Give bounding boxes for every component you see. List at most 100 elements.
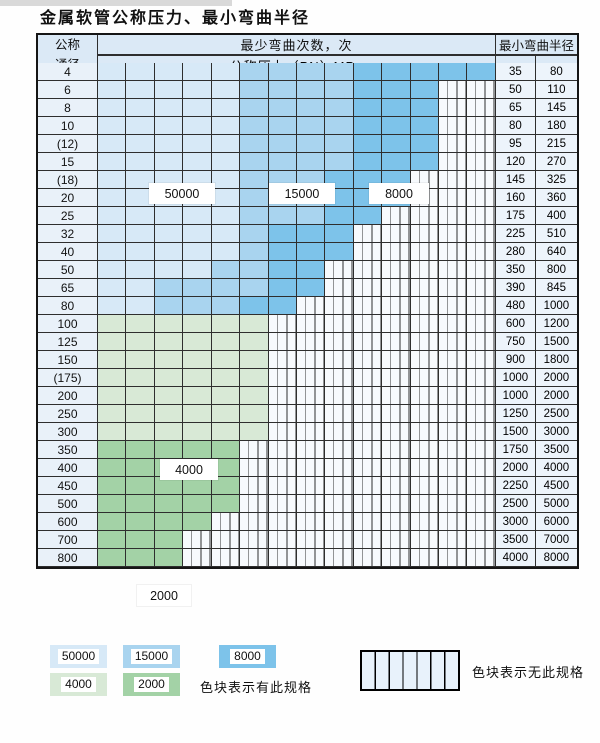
dynamic-radius-cell: 360 [535, 189, 577, 207]
pressure-cell [353, 549, 383, 567]
pressure-cell [268, 117, 297, 135]
pressure-cell [325, 459, 354, 477]
pressure-cell [410, 261, 440, 279]
dynamic-radius-cell: 4500 [535, 477, 577, 495]
dn-cell: (18) [38, 171, 98, 189]
legend-absent-text: 色块表示无此规格 [472, 665, 585, 680]
pressure-cell [183, 333, 212, 351]
pressure-cell [98, 189, 127, 207]
table-row: 300 1500 3000 [38, 423, 577, 441]
pressure-cell [240, 477, 269, 495]
table-row: 32 225 510 [38, 225, 577, 243]
pressure-cell [154, 297, 184, 315]
pressure-cell [126, 405, 155, 423]
pressure-cell [183, 117, 212, 135]
pressure-cell [154, 117, 184, 135]
pressure-cell [467, 423, 496, 441]
pressure-cell [353, 513, 383, 531]
pressure-cell [467, 261, 496, 279]
pressure-cell [296, 243, 326, 261]
pressure-cell [439, 63, 468, 81]
pressure-cell [126, 531, 155, 549]
pressure-cell [98, 171, 127, 189]
pressure-cell [154, 261, 184, 279]
static-radius-cell: 2000 [495, 459, 536, 477]
pressure-cell [126, 207, 155, 225]
pressure-cell [467, 207, 496, 225]
legend-swatch-label: 4000 [61, 677, 96, 692]
pressure-cell [382, 423, 411, 441]
pressure-cell [211, 351, 241, 369]
pressure-cell [98, 279, 127, 297]
table-row: 4 35 80 [38, 63, 577, 81]
pressure-cell [382, 81, 411, 99]
pressure-cell [382, 369, 411, 387]
legend-swatch: 4000 [50, 673, 107, 696]
pressure-cell [240, 423, 269, 441]
pressure-cell [183, 495, 212, 513]
dynamic-radius-cell: 1500 [535, 333, 577, 351]
legend-swatch-label: 50000 [57, 649, 100, 664]
table-row: 600 3000 6000 [38, 513, 577, 531]
legend-no-spec-swatch [360, 650, 460, 691]
pressure-cell [439, 117, 468, 135]
pressure-cell [268, 513, 297, 531]
pressure-cell [154, 423, 184, 441]
legend-swatch-label: 2000 [134, 677, 169, 692]
pressure-cell [268, 459, 297, 477]
pressure-cell [211, 333, 241, 351]
dynamic-radius-cell: 5000 [535, 495, 577, 513]
pressure-cell [410, 441, 440, 459]
static-radius-cell: 35 [495, 63, 536, 81]
pressure-cell [382, 297, 411, 315]
pressure-cell [353, 387, 383, 405]
pressure-cell [240, 531, 269, 549]
pressure-cell [325, 405, 354, 423]
pressure-cell [382, 459, 411, 477]
dn-header-line: 公称 [54, 38, 80, 52]
pressure-cell [183, 243, 212, 261]
dn-cell: 150 [38, 351, 98, 369]
pressure-cell [154, 135, 184, 153]
dynamic-radius-cell: 180 [535, 117, 577, 135]
pressure-cell [382, 351, 411, 369]
dynamic-radius-cell: 2500 [535, 405, 577, 423]
pressure-cell [98, 369, 127, 387]
pressure-cell [211, 117, 241, 135]
pressure-cell [268, 477, 297, 495]
pressure-cell [240, 63, 269, 81]
pressure-cell [410, 423, 440, 441]
pressure-cell [410, 207, 440, 225]
table-row: 250 1250 2500 [38, 405, 577, 423]
pressure-cell [296, 531, 326, 549]
dynamic-radius-cell: 800 [535, 261, 577, 279]
pressure-cell [211, 387, 241, 405]
pressure-cell [410, 459, 440, 477]
pressure-cell [353, 99, 383, 117]
pressure-cell [296, 261, 326, 279]
pressure-cell [126, 387, 155, 405]
pressure-cell [353, 441, 383, 459]
legend-present-text: 色块表示有此规格 [200, 680, 313, 695]
static-radius-cell: 225 [495, 225, 536, 243]
dynamic-radius-cell: 845 [535, 279, 577, 297]
pressure-cell [240, 135, 269, 153]
pressure-cell [126, 63, 155, 81]
pressure-cell [211, 459, 241, 477]
dn-cell: 50 [38, 261, 98, 279]
pressure-cell [382, 405, 411, 423]
pressure-cell [268, 441, 297, 459]
pressure-cell [268, 297, 297, 315]
pressure-cell [211, 369, 241, 387]
pressure-cell [382, 513, 411, 531]
dynamic-radius-cell: 270 [535, 153, 577, 171]
static-radius-cell: 1250 [495, 405, 536, 423]
pressure-cell [98, 333, 127, 351]
pressure-cell [325, 225, 354, 243]
pressure-cell [211, 225, 241, 243]
dynamic-radius-cell: 325 [535, 171, 577, 189]
pressure-cell [467, 171, 496, 189]
pressure-cell [439, 423, 468, 441]
pressure-cell [126, 99, 155, 117]
pressure-cell [211, 405, 241, 423]
